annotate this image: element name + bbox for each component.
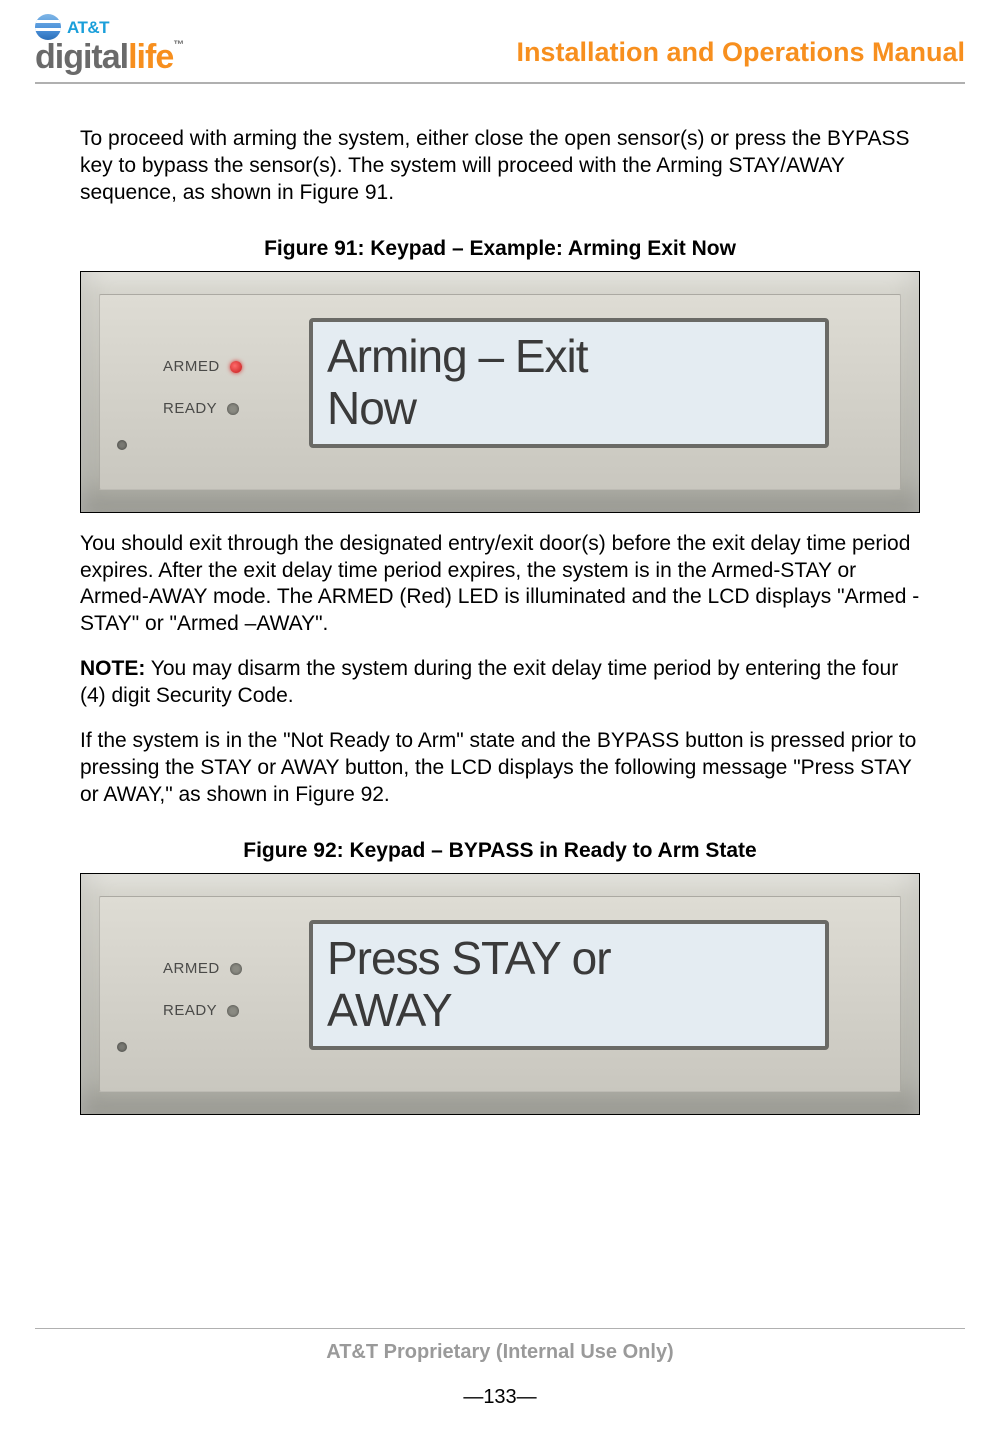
brand-logo: AT&T digitallife™	[35, 14, 183, 74]
figure-91: ARMED READY Arming – Exit Now	[80, 271, 920, 513]
armed-led-row: ARMED	[163, 948, 242, 990]
proprietary-notice: AT&T Proprietary (Internal Use Only)	[35, 1341, 965, 1364]
ready-led-icon	[227, 403, 239, 415]
content: To proceed with arming the system, eithe…	[35, 126, 965, 1115]
armed-label: ARMED	[163, 960, 220, 977]
lcd-line1: Press STAY or	[327, 933, 811, 985]
note-label: NOTE:	[80, 657, 145, 680]
note-text: You may disarm the system during the exi…	[80, 657, 898, 707]
brand-line1: AT&T	[67, 19, 109, 36]
note-paragraph: NOTE: You may disarm the system during t…	[80, 656, 920, 710]
paragraph-3: If the system is in the "Not Ready to Ar…	[80, 728, 920, 809]
ready-led-row: READY	[163, 388, 242, 430]
figure-92-caption: Figure 92: Keypad – BYPASS in Ready to A…	[80, 839, 920, 863]
armed-led-icon	[230, 361, 242, 373]
lcd-line2: AWAY	[327, 985, 811, 1037]
page-number: —133—	[35, 1386, 965, 1409]
armed-label: ARMED	[163, 358, 220, 375]
ready-label: READY	[163, 400, 217, 417]
lcd-display: Arming – Exit Now	[309, 318, 829, 448]
lcd-line1: Arming – Exit	[327, 331, 811, 383]
armed-led-icon	[230, 963, 242, 975]
footer-rule	[35, 1328, 965, 1329]
att-globe-icon	[35, 14, 61, 40]
ambient-sensor-icon	[117, 440, 127, 450]
ready-led-row: READY	[163, 990, 242, 1032]
figure-92: ARMED READY Press STAY or AWAY	[80, 873, 920, 1115]
page-header: AT&T digitallife™ Installation and Opera…	[35, 14, 965, 84]
manual-title: Installation and Operations Manual	[516, 37, 965, 74]
ready-led-icon	[227, 1005, 239, 1017]
paragraph-1: To proceed with arming the system, eithe…	[80, 126, 920, 207]
brand-line2a: digital	[35, 38, 128, 76]
lcd-line2: Now	[327, 383, 811, 435]
page-footer: AT&T Proprietary (Internal Use Only) —13…	[35, 1328, 965, 1409]
ambient-sensor-icon	[117, 1042, 127, 1052]
armed-led-row: ARMED	[163, 346, 242, 388]
lcd-display: Press STAY or AWAY	[309, 920, 829, 1050]
trademark: ™	[173, 39, 183, 51]
paragraph-2: You should exit through the designated e…	[80, 531, 920, 639]
ready-label: READY	[163, 1002, 217, 1019]
brand-line2b: life	[128, 38, 173, 76]
figure-91-caption: Figure 91: Keypad – Example: Arming Exit…	[80, 237, 920, 261]
